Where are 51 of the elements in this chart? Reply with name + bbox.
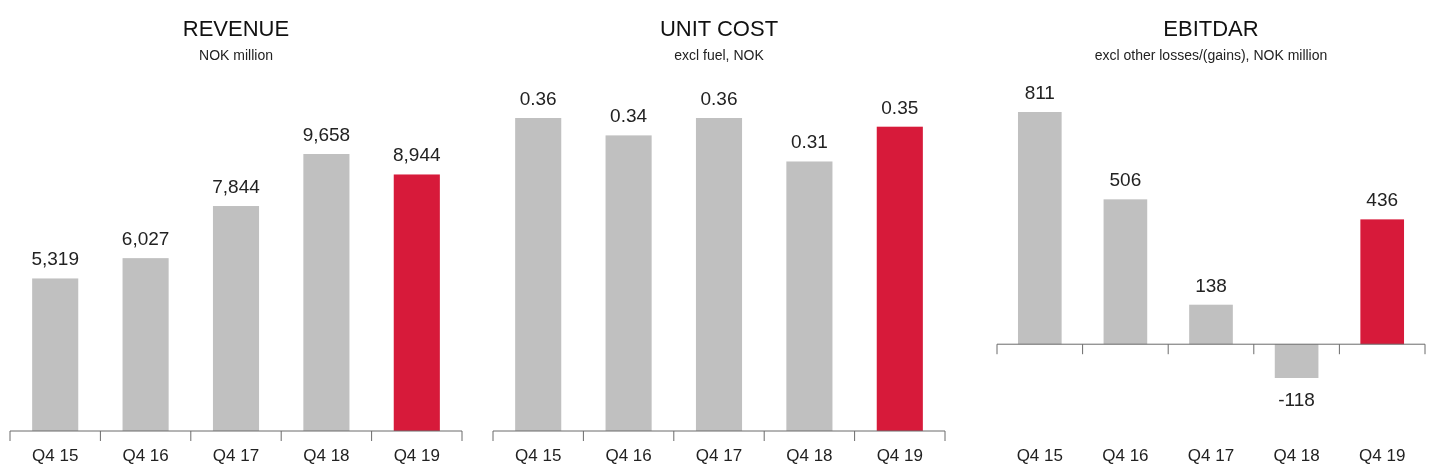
data-label: 0.36 [700,88,738,109]
chart-subtitle: NOK million [199,47,273,63]
x-tick-label: Q4 16 [605,446,652,465]
x-tick-label: Q4 16 [122,446,169,465]
x-tick-label: Q4 15 [32,446,79,465]
bar [1017,112,1062,345]
x-tick-label: Q4 17 [1187,446,1235,465]
data-label: 9,658 [302,124,351,145]
chart-title: REVENUE [182,16,290,41]
bar [303,154,350,431]
bar [1103,199,1148,345]
bar [786,161,833,431]
chart-subtitle: excl other losses/(gains), NOK million [1094,47,1328,63]
data-label: 506 [1109,169,1142,191]
data-label: 0.31 [790,131,828,153]
x-tick-label: Q4 18 [1273,446,1320,465]
bar [695,118,743,431]
bar [876,126,923,431]
data-label: 7,844 [212,176,261,198]
data-label: 0.36 [519,88,557,109]
x-tick-label: Q4 15 [515,446,562,465]
x-tick-label: Q4 18 [786,446,833,465]
data-label: -118 [1278,389,1315,410]
bar [1189,304,1233,345]
data-label: 138 [1195,274,1227,296]
bar [212,206,260,431]
x-tick-label: Q4 19 [393,446,440,465]
data-label: 0.34 [610,105,648,127]
bar [515,118,562,431]
chart-subtitle: excl fuel, NOK [674,47,765,63]
x-tick-label: Q4 17 [695,446,743,465]
data-label: 8,944 [393,144,442,166]
bar [393,174,440,431]
chart-title: EBITDAR [1163,16,1259,41]
bar [1360,219,1405,345]
data-label: 436 [1366,189,1399,211]
data-label: 5,319 [31,248,79,270]
bar [1274,344,1319,378]
bar [605,135,652,431]
x-tick-label: Q4 19 [876,446,923,465]
data-label: 0.35 [881,96,919,118]
x-tick-label: Q4 16 [1102,446,1149,465]
x-tick-label: Q4 18 [303,446,350,465]
x-tick-label: Q4 17 [212,446,260,465]
data-label: 6,027 [121,228,170,250]
bar [32,278,79,431]
x-tick-label: Q4 15 [1016,446,1063,465]
bar [122,258,169,431]
x-tick-label: Q4 19 [1359,446,1406,465]
data-label: 811 [1024,82,1055,103]
chart-title: UNIT COST [659,16,779,41]
